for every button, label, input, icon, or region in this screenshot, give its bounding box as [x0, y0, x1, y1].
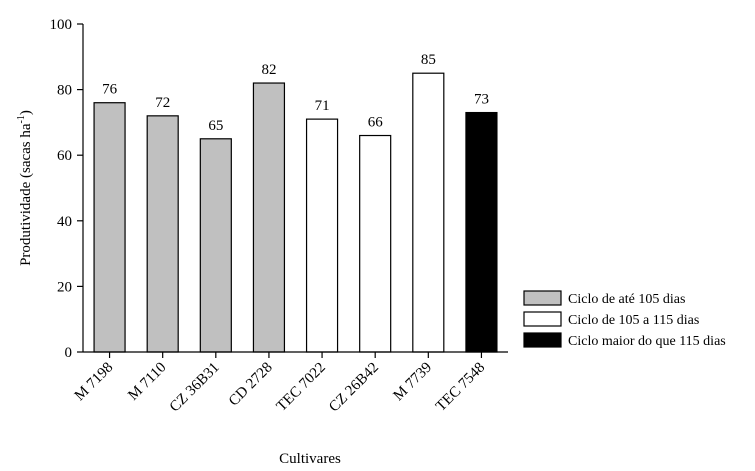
y-axis-title-superscript: -1 — [16, 115, 27, 123]
bars: 76 72 65 82 71 66 85 73 — [93, 52, 498, 353]
x-axis-title: Cultivares — [279, 451, 341, 467]
legend-swatch — [523, 290, 562, 306]
legend: Ciclo de até 105 dias Ciclo de 105 a 115 … — [523, 290, 726, 349]
y-axis-title-main: Produtividade (sacas ha — [18, 123, 34, 266]
legend-label: Ciclo de até 105 dias — [568, 292, 685, 307]
bar — [199, 138, 232, 353]
x-tick-label: M 7198 — [72, 360, 117, 405]
bar — [359, 134, 392, 353]
x-tick-label: TEC 7022 — [274, 360, 329, 415]
bar — [252, 82, 286, 353]
x-tick-label: CZ 36B31 — [167, 360, 223, 416]
data-label: 65 — [208, 118, 223, 134]
data-label: 72 — [155, 95, 170, 111]
bar — [412, 72, 445, 353]
bar — [146, 115, 179, 353]
data-label: 73 — [474, 92, 489, 108]
data-label: 76 — [102, 82, 118, 98]
y-tick-label: 0 — [65, 345, 73, 361]
legend-swatch — [523, 311, 562, 327]
x-tick-label: M 7110 — [125, 360, 169, 404]
x-tick-label: CZ 26B42 — [326, 360, 382, 416]
y-axis-title: Produtividade (sacas ha-1) — [16, 110, 34, 266]
bar — [93, 102, 126, 353]
data-label: 82 — [261, 62, 276, 78]
y-tick-label: 100 — [50, 17, 73, 33]
x-tick-label: TEC 7548 — [433, 360, 488, 415]
y-tick-label: 40 — [57, 214, 72, 230]
bar — [305, 118, 339, 353]
y-tick-label: 20 — [57, 279, 72, 295]
legend-label: Ciclo de 105 a 115 dias — [568, 313, 699, 328]
y-axis: 0 20 40 60 80 100 — [50, 17, 84, 361]
y-tick-label: 60 — [57, 148, 72, 164]
data-label: 66 — [368, 115, 384, 131]
x-tick-label: CD 2728 — [226, 360, 276, 410]
legend-swatch — [523, 332, 562, 348]
bar — [465, 111, 498, 353]
y-tick-label: 80 — [57, 83, 72, 99]
data-label: 85 — [421, 52, 436, 68]
data-label: 71 — [315, 98, 330, 114]
legend-label: Ciclo maior do que 115 dias — [568, 334, 726, 349]
y-axis-title-end: ) — [18, 110, 34, 115]
x-tick-label: M 7739 — [391, 360, 436, 405]
